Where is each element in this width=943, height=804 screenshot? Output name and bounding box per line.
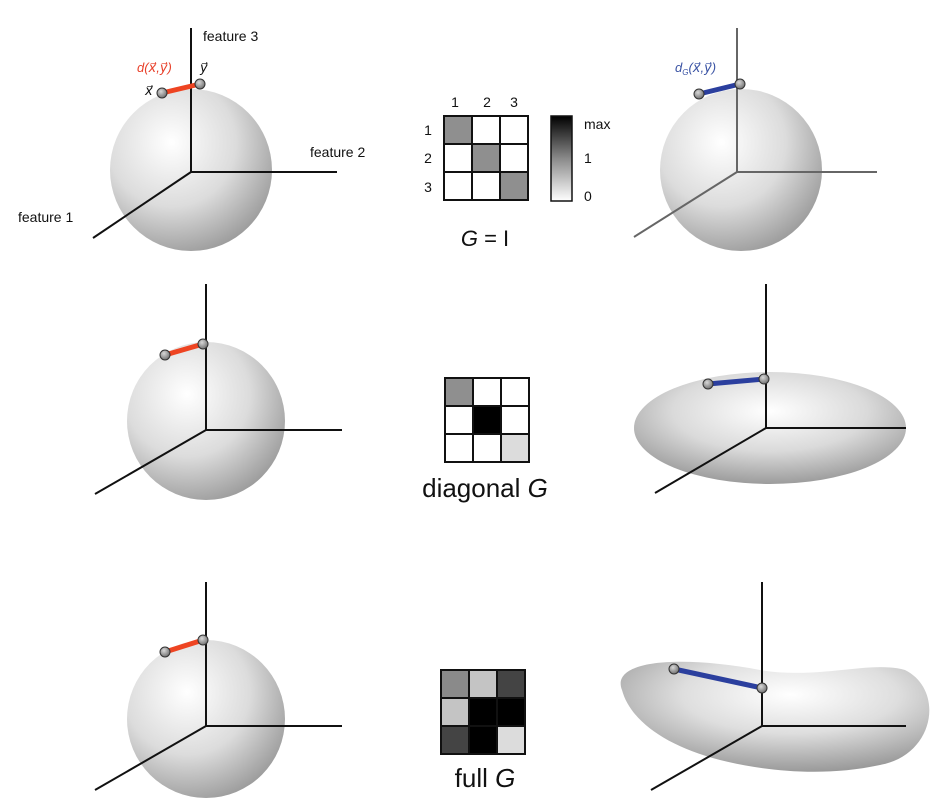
matrix-identity [443, 115, 529, 201]
matrix-cell-1-3 [499, 115, 529, 145]
matrix-cell-2-1 [444, 405, 474, 435]
rotated-ellipsoid [620, 661, 930, 772]
matrix-cell-1-2 [468, 669, 498, 699]
endpoint-y [197, 634, 209, 646]
endpoint-y [194, 78, 206, 90]
matrix-cell-3-2 [472, 433, 502, 463]
matrix-cell-3-3 [499, 171, 529, 201]
matrix-cell-2-2 [471, 143, 501, 173]
endpoint-x [159, 349, 171, 361]
metric-distance-segment [673, 666, 763, 691]
col-index-1: 1 [451, 94, 459, 110]
matrix-cell-1-2 [472, 377, 502, 407]
col-index-2: 2 [483, 94, 491, 110]
matrix-cell-3-1 [444, 433, 474, 463]
row1-matrix-panel: 1 2 3 1 2 3 max 1 0 G = I [424, 94, 610, 251]
euclidean-distance-label: d(x⃗,y⃗) [137, 60, 172, 75]
feature-2-label: feature 2 [310, 144, 365, 160]
matrix-cell-2-3 [500, 405, 530, 435]
col-index-3: 3 [510, 94, 518, 110]
row-index-1: 1 [424, 122, 432, 138]
endpoint-y [734, 78, 746, 90]
matrix-diagonal [444, 377, 530, 463]
distance-segment [164, 637, 204, 655]
matrix-cell-2-2 [468, 697, 498, 727]
row2-matrix-panel: diagonal G [422, 377, 548, 503]
y-vector-label: y⃗ [199, 60, 208, 75]
matrix-cell-1-3 [500, 377, 530, 407]
metric-distance-segment [698, 81, 741, 97]
matrix-cell-3-3 [496, 725, 526, 755]
caption-diagonal-g: diagonal G [422, 473, 548, 503]
colorbar-max-label: max [584, 116, 610, 132]
matrix-cell-2-2 [472, 405, 502, 435]
axis-diagonal [654, 427, 767, 494]
colorbar [550, 115, 573, 202]
unit-sphere-metric [660, 89, 822, 251]
axis-diagonal [94, 725, 207, 791]
endpoint-y [197, 338, 209, 350]
matrix-cell-2-1 [440, 697, 470, 727]
endpoint-y [758, 373, 770, 385]
matrix-cell-3-2 [468, 725, 498, 755]
row2-right-panel [634, 284, 906, 494]
axis-diagonal [650, 725, 763, 791]
endpoint-x [693, 88, 705, 100]
matrix-full [440, 669, 526, 755]
row1-right-panel: dG(x⃗,y⃗) [633, 28, 877, 251]
caption-full-g: full G [455, 763, 516, 793]
matrix-cell-3-3 [500, 433, 530, 463]
matrix-cell-1-1 [443, 115, 473, 145]
metric-distance-segment [707, 376, 765, 387]
colorbar-mid-label: 1 [584, 150, 592, 166]
matrix-cell-2-1 [443, 143, 473, 173]
caption-g-identity: G = I [461, 226, 509, 251]
row-index-2: 2 [424, 150, 432, 166]
distance-segment [164, 341, 204, 358]
endpoint-x [668, 663, 680, 675]
row2-left-panel [94, 284, 342, 500]
matrix-cell-2-3 [496, 697, 526, 727]
axis-diagonal [94, 429, 207, 495]
matrix-cell-3-1 [440, 725, 470, 755]
matrix-cell-3-2 [471, 171, 501, 201]
row3-left-panel [94, 582, 342, 798]
metric-distance-label: dG(x⃗,y⃗) [675, 60, 716, 77]
row-index-3: 3 [424, 179, 432, 195]
endpoint-x [156, 87, 168, 99]
x-vector-label: x⃗ [144, 83, 153, 98]
matrix-cell-1-3 [496, 669, 526, 699]
matrix-cell-1-1 [444, 377, 474, 407]
endpoint-x [702, 378, 714, 390]
matrix-cell-2-3 [499, 143, 529, 173]
axis-feature-1 [92, 171, 192, 239]
row1-left-panel: feature 3 feature 2 feature 1 x⃗ y⃗ d(x⃗… [18, 28, 365, 251]
endpoint-y [756, 682, 768, 694]
axis-diagonal [633, 171, 738, 238]
endpoint-x [159, 646, 171, 658]
feature-1-label: feature 1 [18, 209, 73, 225]
distance-segment [161, 81, 201, 96]
row3-right-panel [620, 582, 930, 791]
row3-matrix-panel: full G [440, 669, 526, 793]
matrix-cell-1-1 [440, 669, 470, 699]
feature-3-label: feature 3 [203, 28, 258, 44]
colorbar-min-label: 0 [584, 188, 592, 204]
matrix-cell-3-1 [443, 171, 473, 201]
matrix-cell-1-2 [471, 115, 501, 145]
